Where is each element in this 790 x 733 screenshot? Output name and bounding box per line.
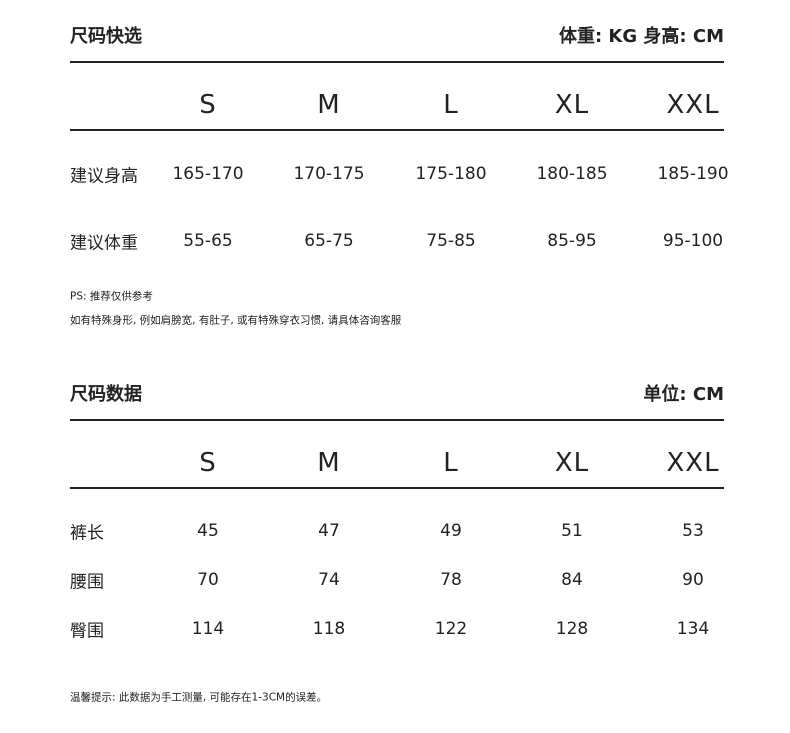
- size-header: XXL: [666, 448, 720, 478]
- size-header: XXL: [666, 90, 720, 120]
- quick-note-2: 如有特殊身形, 例如肩膀宽, 有肚子, 或有特殊穿衣习惯, 请具体咨询客服: [70, 314, 402, 327]
- size-header: M: [317, 90, 341, 120]
- table-cell: 49: [440, 521, 462, 541]
- divider: [70, 61, 724, 63]
- table-cell: 55-65: [183, 231, 233, 251]
- quick-unit: 体重: KG 身高: CM: [558, 26, 724, 47]
- data-unit: 单位: CM: [643, 384, 724, 405]
- row-label: 腰围: [70, 572, 104, 593]
- size-header: S: [199, 90, 217, 120]
- data-note: 温馨提示: 此数据为手工测量, 可能存在1-3CM的误差。: [70, 691, 328, 704]
- table-cell: 75-85: [426, 231, 476, 251]
- table-cell: 53: [682, 521, 704, 541]
- table-cell: 47: [318, 521, 340, 541]
- table-cell: 165-170: [172, 164, 244, 184]
- size-header: L: [443, 90, 459, 120]
- size-header: XL: [554, 448, 590, 478]
- table-cell: 114: [191, 619, 225, 639]
- divider: [70, 129, 724, 131]
- table-cell: 74: [318, 570, 340, 590]
- size-header: M: [317, 448, 341, 478]
- row-label: 建议体重: [70, 233, 138, 254]
- divider: [70, 419, 724, 421]
- table-cell: 128: [555, 619, 589, 639]
- table-cell: 85-95: [547, 231, 597, 251]
- quick-note-1: PS: 推荐仅供参考: [70, 290, 153, 303]
- table-cell: 180-185: [536, 164, 608, 184]
- row-label: 臀围: [70, 621, 104, 642]
- row-label: 建议身高: [70, 166, 138, 187]
- size-header: S: [199, 448, 217, 478]
- table-cell: 95-100: [662, 231, 724, 251]
- row-label: 裤长: [70, 523, 104, 544]
- table-cell: 51: [561, 521, 583, 541]
- table-cell: 134: [676, 619, 710, 639]
- table-cell: 45: [197, 521, 219, 541]
- table-cell: 175-180: [415, 164, 487, 184]
- table-cell: 122: [434, 619, 468, 639]
- data-title: 尺码数据: [70, 384, 142, 405]
- table-cell: 84: [561, 570, 583, 590]
- table-cell: 70: [197, 570, 219, 590]
- table-cell: 65-75: [304, 231, 354, 251]
- table-cell: 78: [440, 570, 462, 590]
- table-cell: 185-190: [657, 164, 729, 184]
- quick-title: 尺码快选: [70, 26, 142, 47]
- size-header: XL: [554, 90, 590, 120]
- divider: [70, 487, 724, 489]
- size-header: L: [443, 448, 459, 478]
- table-cell: 90: [682, 570, 704, 590]
- table-cell: 170-175: [293, 164, 365, 184]
- table-cell: 118: [312, 619, 346, 639]
